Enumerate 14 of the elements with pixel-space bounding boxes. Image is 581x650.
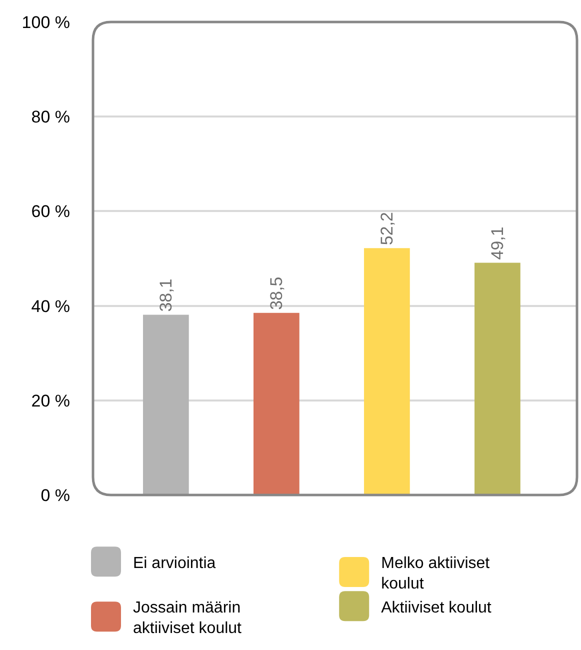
data-label: 49,1 <box>488 226 507 260</box>
data-label: 38,1 <box>156 278 176 312</box>
data-label: 38,5 <box>266 276 286 310</box>
y-tick-label: 40 % <box>31 296 70 316</box>
y-tick-label: 0 % <box>40 486 70 505</box>
legend-label: Ei arviointia <box>133 554 216 572</box>
y-tick-label: 80 % <box>31 108 70 127</box>
legend-label: Aktiiviset koulut <box>381 599 492 616</box>
legend-label: Melko aktiiviset koulut <box>381 554 490 593</box>
legend-label: Jossain määrin aktiiviset koulut <box>133 599 242 638</box>
y-tick-label: 20 % <box>31 391 70 410</box>
data-label: 52,2 <box>377 212 396 246</box>
y-tick-label: 100 % <box>22 12 70 32</box>
y-tick-label: 60 % <box>31 202 70 222</box>
